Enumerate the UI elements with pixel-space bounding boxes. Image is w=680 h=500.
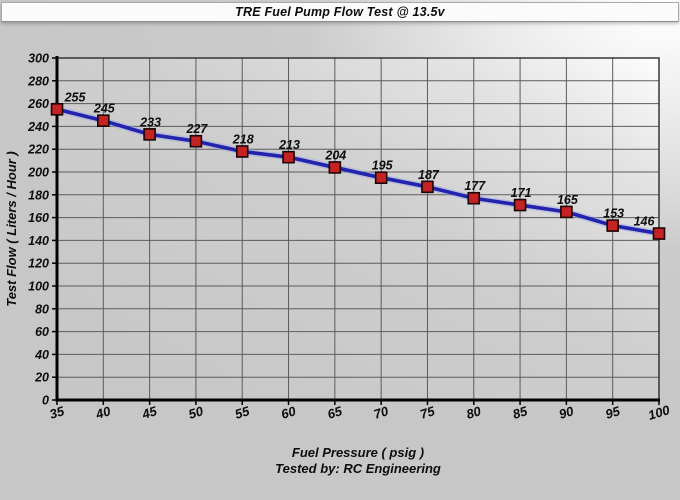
y-tick-label: 200 (27, 166, 49, 180)
y-tick-label: 40 (34, 348, 49, 362)
data-point-label: 146 (634, 215, 656, 229)
data-point-marker (467, 191, 481, 205)
data-point-marker (513, 198, 527, 212)
x-tick-label: 40 (93, 403, 113, 422)
data-point-marker (421, 180, 434, 194)
y-tick-label: 220 (27, 143, 49, 157)
data-point-marker (652, 227, 666, 240)
x-tick-label: 90 (557, 403, 576, 422)
data-point-label: 213 (278, 138, 300, 152)
data-point-label: 218 (232, 132, 254, 146)
data-point-label: 187 (418, 168, 440, 182)
y-tick-label: 60 (35, 325, 49, 339)
x-tick-label: 65 (326, 403, 345, 422)
x-tick-label: 70 (372, 403, 391, 422)
y-tick-label: 80 (35, 302, 49, 316)
data-point-marker (143, 128, 156, 141)
x-axis-title: Fuel Pressure ( psig ) (292, 445, 424, 460)
y-tick-label: 140 (28, 234, 49, 248)
y-axis-title: Test Flow ( Liters / Hour ) (4, 151, 19, 307)
gridlines (57, 58, 659, 400)
data-point-label: 233 (139, 115, 161, 129)
data-point-marker (374, 171, 388, 184)
data-point-marker (328, 161, 342, 174)
data-point-marker (189, 134, 203, 148)
y-tick-label: 280 (27, 74, 49, 88)
y-tick-label: 160 (28, 211, 49, 225)
x-tick-label: 85 (511, 403, 530, 422)
data-point-marker (606, 219, 619, 232)
y-tick-label: 0 (42, 394, 49, 408)
data-line (56, 107, 660, 236)
x-tick-label: 50 (187, 403, 206, 422)
data-series (50, 103, 666, 240)
data-point-label: 171 (511, 186, 532, 200)
y-tick-label: 260 (27, 97, 49, 111)
data-point-marker (97, 114, 110, 127)
data-point-label: 255 (64, 90, 87, 104)
chart-footnote: Tested by: RC Engineering (275, 461, 441, 476)
x-tick-label: 95 (603, 403, 622, 422)
x-tick-label: 80 (465, 403, 484, 422)
x-tick-label: 35 (48, 403, 67, 422)
y-tick-label: 300 (28, 52, 49, 66)
x-tick-label: 55 (233, 403, 252, 422)
y-tick-label: 20 (34, 371, 49, 385)
data-point-label: 153 (603, 207, 624, 221)
y-tick-label: 180 (28, 188, 49, 202)
data-point-label: 227 (185, 122, 208, 136)
data-point-label: 165 (557, 193, 579, 207)
plot-area (57, 58, 659, 400)
data-point-marker (235, 145, 249, 158)
data-point-marker (50, 103, 64, 116)
y-tick-label: 100 (28, 280, 49, 294)
data-point-label: 245 (93, 102, 116, 116)
y-tick-label: 120 (28, 257, 49, 271)
y-tick-label: 240 (27, 120, 49, 134)
data-point-label: 195 (372, 159, 394, 173)
x-tick-label: 60 (279, 403, 298, 422)
data-point-label: 177 (464, 179, 486, 193)
x-tick-label: 45 (139, 403, 159, 422)
chart-title-bar: TRE Fuel Pump Flow Test @ 13.5v (1, 2, 679, 22)
tick-and-data-labels: 0 20 40 60 80 100 120 140 160 180 200 220 240 260 280 3… (27, 52, 672, 423)
data-point-marker (560, 205, 573, 219)
x-tick-label: 100 (646, 402, 672, 423)
data-point-marker (282, 150, 295, 164)
x-tick-label: 75 (418, 403, 437, 422)
chart-title: TRE Fuel Pump Flow Test @ 13.5v (235, 5, 445, 19)
data-point-label: 204 (324, 148, 346, 162)
